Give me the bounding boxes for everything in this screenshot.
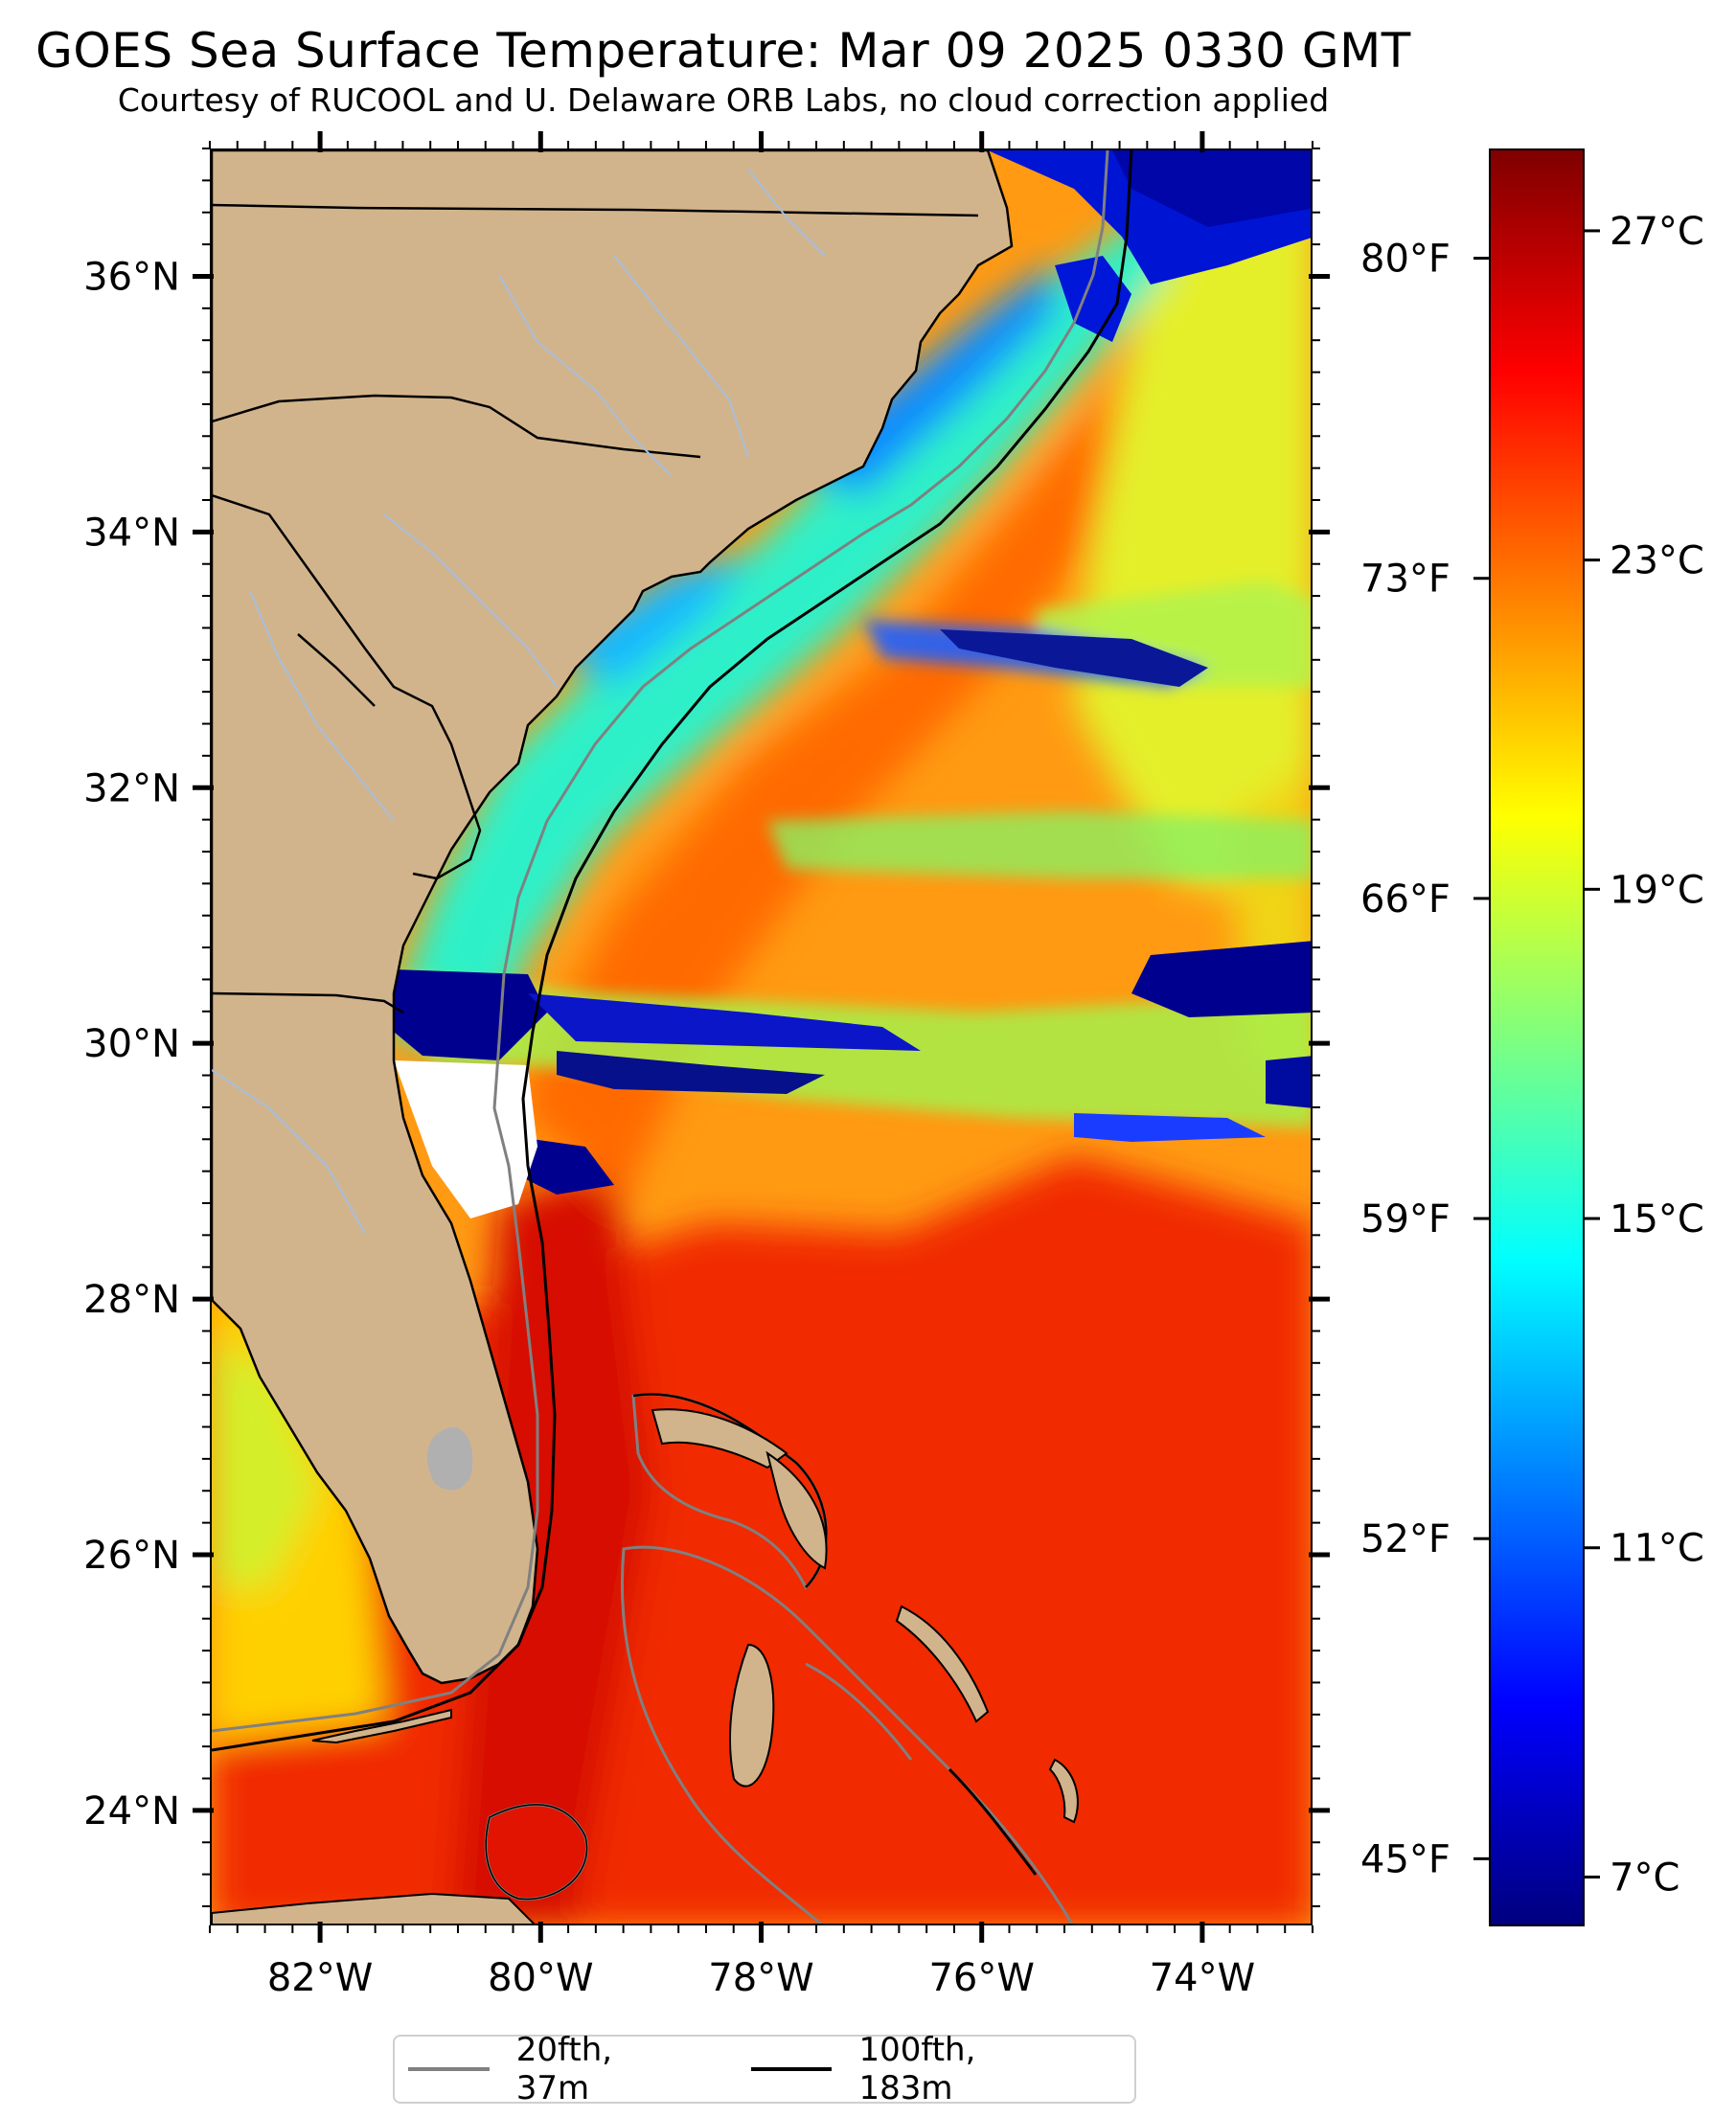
lat-tick-label: 28°N [83,1278,180,1322]
lat-tick-label: 30°N [83,1022,180,1066]
land-cuba [212,1892,536,1924]
sst-map-canvas [212,150,1311,1924]
fahrenheit-tick-label: 66°F [1360,877,1450,922]
bahamas-banks [484,1393,1079,1924]
lon-tick-label: 82°W [267,1956,373,2000]
celsius-tick-label: 11°C [1610,1527,1704,1571]
land-us-mainland [212,150,1014,1685]
celsius-tick-label: 27°C [1610,210,1704,254]
cloud-streak [1266,1056,1311,1108]
cloud-streak [557,1051,825,1094]
florida-keys [311,1708,452,1744]
fahrenheit-tick-label: 80°F [1360,238,1450,282]
legend-item-100fth: 100fth, 183m [750,2031,1077,2107]
map-subtitle: Courtesy of RUCOOL and U. Delaware ORB L… [117,81,1330,119]
cloud-streak [528,993,921,1051]
lat-tick-label: 36°N [83,255,180,299]
isobath-20fth [212,150,1109,1733]
lat-tick-label: 34°N [83,511,180,555]
fahrenheit-tick-label: 73°F [1360,558,1450,602]
isobath-100fth [212,150,1133,1752]
fahrenheit-tick-label: 52°F [1360,1517,1450,1561]
lat-tick-label: 24°N [83,1789,180,1833]
lake-okeechobee [426,1426,473,1491]
cloud-streak [518,1137,614,1195]
isobath-legend: 20fth, 37m 100fth, 183m [393,2031,1136,2107]
fahrenheit-tick-label: 45°F [1360,1837,1450,1881]
lon-tick-label: 78°W [708,1956,813,2000]
sst-map[interactable] [210,148,1313,1925]
celsius-tick-label: 15°C [1610,1197,1704,1241]
cloud-streak [1074,1113,1266,1142]
state-borders [212,203,979,1014]
lon-tick-label: 74°W [1150,1956,1255,2000]
lon-tick-label: 76°W [928,1956,1034,2000]
cloud-streak [940,629,1208,687]
cloud-streak [1131,941,1311,1017]
temperature-colorbar [1489,148,1585,1926]
legend-item-20fth: 20fth, 37m [408,2031,694,2107]
rivers [212,169,826,1234]
legend-swatch-black-line [750,2067,833,2071]
cold-water-region [1112,150,1311,227]
legend-swatch-gray-line [408,2067,490,2071]
no-data-area [394,1060,537,1218]
celsius-tick-label: 23°C [1610,539,1704,583]
legend-label: 100fth, 183m [858,2031,976,2107]
lon-tick-label: 80°W [488,1956,593,2000]
celsius-tick-label: 19°C [1610,868,1704,912]
map-title: GOES Sea Surface Temperature: Mar 09 202… [35,23,1411,79]
lat-tick-label: 26°N [83,1534,180,1578]
fahrenheit-tick-label: 59°F [1360,1197,1450,1241]
legend-label: 20fth, 37m [515,2031,613,2107]
lat-tick-label: 32°N [83,766,180,810]
cloud-streak [394,969,547,1060]
celsius-tick-label: 7°C [1610,1856,1679,1900]
